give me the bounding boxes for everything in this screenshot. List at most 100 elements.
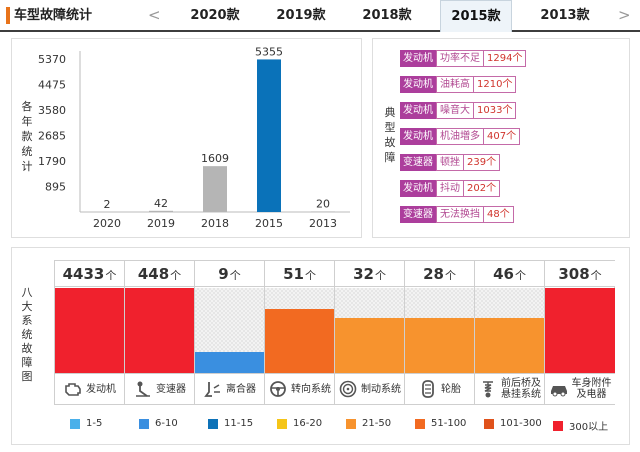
system-count: 51 [283,265,304,283]
fault-system: 变速器 [400,206,436,223]
y-tick-label: 2685 [38,130,66,143]
legend-label: 21-50 [362,418,392,429]
fault-desc: 无法换挡 [436,206,483,223]
bar-2018 [203,166,227,212]
fault-system: 变速器 [400,154,436,171]
typical-faults-label: 典型故障 [384,106,396,164]
data-label-2015: 5355 [255,45,283,58]
fault-system: 发动机 [400,50,436,67]
legend-label: 300以上 [569,422,609,433]
fault-item[interactable]: 发动机 噪音大 1033个 [400,102,517,119]
bar-2015 [257,59,281,213]
suspension-icon [478,379,498,399]
y-tick-label: 3580 [38,104,66,117]
system-name: 车身附件 及电器 [571,378,612,400]
system-count: 4433 [62,265,105,283]
legend-item: 6-10 [139,418,178,429]
x-tick-label-2018: 2018 [201,217,229,230]
legend-swatch [139,418,149,429]
prev-arrow-icon[interactable]: < [148,6,161,24]
legend-swatch [553,420,563,431]
clutch-pedal-icon [203,379,223,399]
data-label-2020: 2 [104,198,111,211]
system-fill-bar [125,288,194,373]
fault-item[interactable]: 发动机 抖动 202个 [400,180,501,197]
tab-2015[interactable]: 2015款 [440,0,512,32]
engine-icon [63,379,83,399]
system-count-unit: 个 [304,269,316,282]
fault-count: 202个 [463,180,501,197]
system-name-cell: 变速器 [125,373,194,404]
system-column[interactable]: 51个转向系统 [265,261,335,404]
system-count: 9 [218,265,229,283]
system-name: 发动机 [86,383,116,395]
fault-item[interactable]: 发动机 机油増多 407个 [400,128,521,145]
y-tick-label: 5370 [38,53,66,66]
next-arrow-icon[interactable]: > [618,6,631,24]
fault-item[interactable]: 变速器 无法换挡 48个 [400,206,514,223]
fault-system: 发动机 [400,76,436,93]
legend-item: 101-300 [484,418,542,429]
x-tick-label-2013: 2013 [309,217,337,230]
fault-desc: 功率不足 [436,50,483,67]
bar-2019 [149,210,173,212]
legend-label: 1-5 [86,418,103,429]
system-name-cell: 转向系统 [265,373,334,404]
yearly-chart-ylabel: 各年款统计 [21,100,33,173]
system-fill-area [125,288,194,373]
fault-item[interactable]: 变速器 顿挫 239个 [400,154,501,171]
car-body-icon [549,379,569,399]
system-name-cell: 车身附件 及电器 [545,373,615,404]
system-count-cell: 32个 [335,261,404,287]
x-tick-label-2015: 2015 [255,217,283,230]
system-fill-area [335,288,404,373]
system-count-unit: 个 [374,269,386,282]
legend-swatch [346,418,356,429]
system-name-cell: 离合器 [195,373,264,404]
system-count-unit: 个 [105,269,117,282]
system-fill-bar [545,288,615,373]
tab-2019[interactable]: 2019款 [276,8,326,23]
system-column[interactable]: 46个 前后桥及 悬挂系统 [475,261,545,404]
system-fill-bar [405,317,474,373]
tab-2013[interactable]: 2013款 [540,8,590,23]
x-tick-label-2019: 2019 [147,217,175,230]
system-faults-grid: 4433个 发动机 448个 变速器 9个 离合器 51个 转向系统 32个 制动系统 28个 轮胎 4… [54,260,615,405]
system-count: 32 [353,265,374,283]
legend-item: 11-15 [208,418,253,429]
system-name: 变速器 [156,383,186,395]
system-count-unit: 个 [444,269,456,282]
fault-count-legend: 1-5 6-10 11-15 16-20 21-50 51-100 101-300 300以上 [70,418,610,434]
system-column[interactable]: 9个离合器 [195,261,265,404]
system-column[interactable]: 4433个发动机 [55,261,125,404]
system-fill-area [475,288,544,373]
legend-item: 51-100 [415,418,466,429]
fault-desc: 顿挫 [436,154,463,171]
system-count-cell: 9个 [195,261,264,287]
bar-2013 [311,211,335,212]
system-count-cell: 46个 [475,261,544,287]
system-faults-panel: 八大系统故障图 4433个 发动机 448个 变速器 9个 离合器 51个 转向系统 32个 制动… [11,247,630,445]
legend-swatch [208,418,218,429]
header-bar: 车型故障统计 < 2020款 2019款 2018款 2015款 2013款 > [0,0,640,32]
system-column[interactable]: 448个 变速器 [125,261,195,404]
gear-shift-icon [133,379,153,399]
tab-2020[interactable]: 2020款 [190,8,240,23]
legend-item: 1-5 [70,418,102,429]
system-count: 28 [423,265,444,283]
system-column[interactable]: 32个 制动系统 [335,261,405,404]
yearly-stats-panel: 各年款统计 895 1790 2685 3580 4475 5370 2 2020 42 2019… [11,38,362,238]
fault-item[interactable]: 发动机 油耗高 1210个 [400,76,517,93]
fault-desc: 抖动 [436,180,463,197]
system-count-unit: 个 [590,269,602,282]
tab-2018[interactable]: 2018款 [362,8,412,23]
system-count-unit: 个 [229,269,241,282]
system-count-cell: 51个 [265,261,334,287]
fault-item[interactable]: 发动机 功率不足 1294个 [400,50,527,67]
fault-count: 1033个 [473,102,517,119]
brake-disc-icon [338,379,358,399]
system-name: 离合器 [226,383,256,395]
system-column[interactable]: 28个 轮胎 [405,261,475,404]
system-column[interactable]: 308个车身附件 及电器 [545,261,615,404]
system-count-cell: 308个 [545,261,615,287]
